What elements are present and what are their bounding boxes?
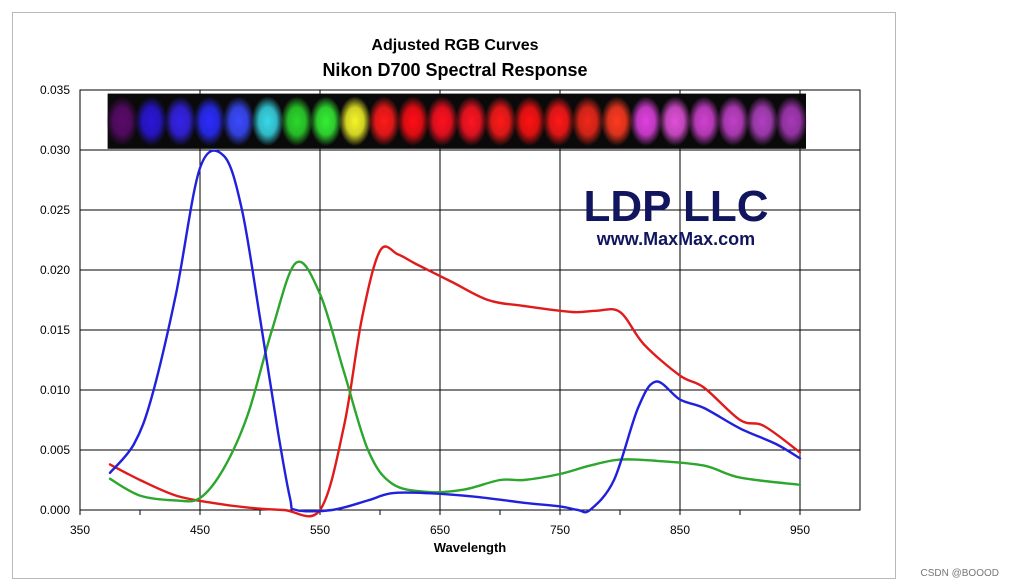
y-tick-label: 0.000	[40, 503, 70, 517]
x-tick-label: 650	[430, 523, 450, 537]
blue-series-line	[108, 149, 802, 514]
spectrum-band	[484, 96, 517, 147]
y-tick-label: 0.030	[40, 143, 70, 157]
spectrum-band	[193, 96, 226, 147]
spectrum-band	[280, 96, 313, 147]
spectrum-band	[513, 96, 546, 147]
spectrum-band	[222, 96, 255, 147]
chart-title: Adjusted RGB Curves	[371, 37, 538, 54]
grid-lines	[80, 90, 860, 515]
spectrum-band	[338, 96, 371, 147]
spectrum-band	[426, 96, 459, 147]
spectrum-band	[397, 96, 430, 147]
watermark: LDP LLC www.MaxMax.com	[584, 182, 769, 249]
x-tick-label: 750	[550, 523, 570, 537]
spectrum-band	[659, 96, 692, 147]
spectrum-band	[571, 96, 604, 147]
chart-subtitle: Nikon D700 Spectral Response	[322, 60, 587, 80]
spectrum-band	[309, 96, 342, 147]
spectrum-strip	[106, 93, 808, 149]
spectrum-band	[600, 96, 633, 147]
y-tick-label: 0.005	[40, 443, 70, 457]
watermark-title: LDP LLC	[584, 182, 769, 231]
spectrum-band	[251, 96, 284, 147]
spectrum-band	[717, 96, 750, 147]
series	[108, 149, 802, 518]
spectrum-band	[106, 96, 139, 147]
x-axis-label: Wavelength	[434, 540, 507, 555]
credit-text: CSDN @BOOOD	[920, 568, 1000, 579]
y-tick-label: 0.020	[40, 263, 70, 277]
y-tick-label: 0.015	[40, 323, 70, 337]
x-tick-label: 450	[190, 523, 210, 537]
y-tick-label: 0.025	[40, 203, 70, 217]
spectrum-band	[455, 96, 488, 147]
spectrum-band	[746, 96, 779, 147]
tick-labels: 0.000 0.005 0.010 0.015 0.020 0.025 0.030 0.035…	[40, 83, 810, 537]
spectrum-band	[688, 96, 721, 147]
green-series-line	[108, 260, 802, 503]
x-tick-label: 950	[790, 523, 810, 537]
spectrum-band	[775, 96, 808, 147]
y-tick-label: 0.010	[40, 383, 70, 397]
spectrum-band	[542, 96, 575, 147]
watermark-url: www.MaxMax.com	[596, 229, 755, 249]
x-tick-label: 550	[310, 523, 330, 537]
spectrum-band	[629, 96, 662, 147]
spectrum-band	[368, 96, 401, 147]
red-series-line	[108, 245, 802, 518]
plot-area	[79, 89, 861, 511]
spectrum-band	[135, 96, 168, 147]
y-tick-label: 0.035	[40, 83, 70, 97]
x-tick-label: 350	[70, 523, 90, 537]
x-tick-label: 850	[670, 523, 690, 537]
spectrum-band	[164, 96, 197, 147]
